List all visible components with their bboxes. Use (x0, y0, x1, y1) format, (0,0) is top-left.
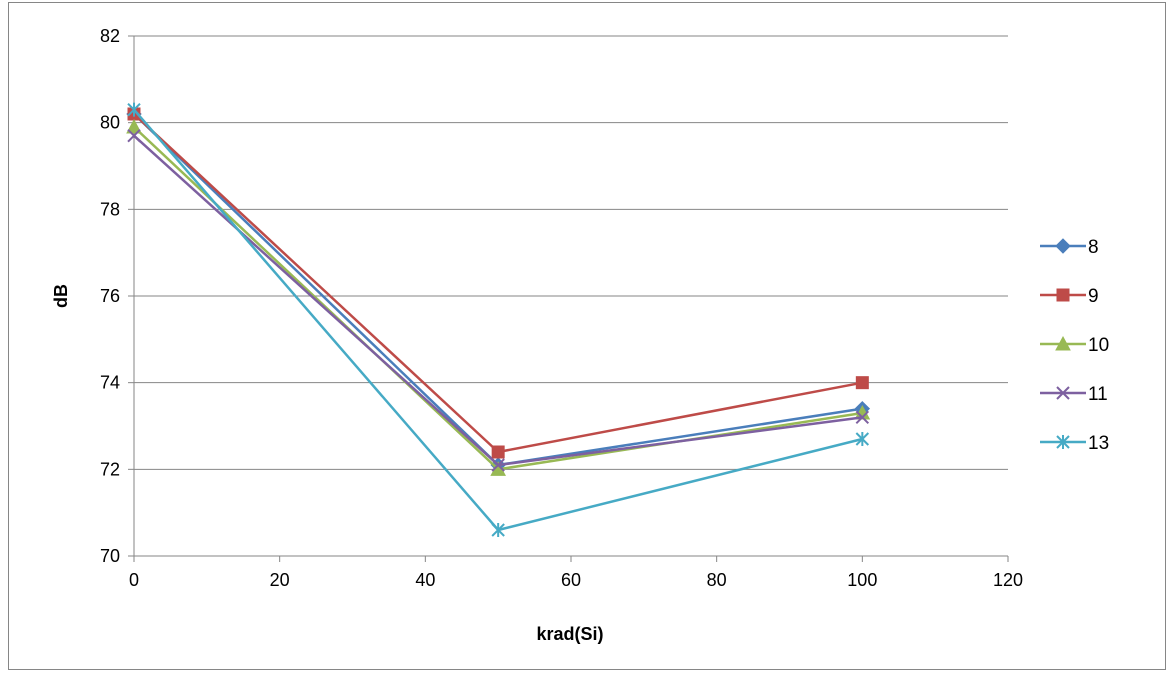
x-axis-title: krad(Si) (536, 624, 603, 644)
y-tick-label: 78 (100, 199, 120, 219)
x-tick-label: 0 (129, 570, 139, 590)
legend-entry-11: 11 (1040, 384, 1108, 405)
y-tick-label: 82 (100, 26, 120, 46)
marker-stroke (491, 458, 505, 472)
legend-marker (1056, 288, 1070, 302)
legend-label: 10 (1088, 335, 1109, 356)
x-tick-label: 120 (993, 570, 1023, 590)
y-tick-label: 76 (100, 286, 120, 306)
series-9 (127, 107, 869, 459)
legend-label: 11 (1088, 384, 1108, 405)
legend-entry-10: 10 (1040, 335, 1109, 356)
series-line-11 (133, 134, 863, 467)
chart-frame (8, 2, 1166, 670)
series-11 (127, 128, 870, 472)
legend-marker (1055, 335, 1071, 351)
legend-entry-8: 8 (1040, 237, 1099, 258)
series-10 (126, 118, 871, 476)
data-point-13 (491, 523, 505, 537)
data-point-10 (126, 118, 142, 134)
axes (128, 35, 1009, 562)
legend-label: 9 (1088, 286, 1099, 307)
data-point-9 (855, 376, 869, 390)
y-tick-label: 70 (100, 546, 120, 566)
x-tick-label: 80 (707, 570, 727, 590)
series-13 (127, 102, 870, 537)
x-tick-label: 100 (847, 570, 877, 590)
series-line-9 (133, 113, 863, 454)
y-axis-title: dB (51, 284, 71, 308)
x-tick-label: 20 (270, 570, 290, 590)
marker-stroke (1056, 386, 1070, 400)
tick-labels: 70 72 74 76 78 80 82 0 20 40 60 80 100 120 (100, 26, 1023, 590)
legend-entry-9: 9 (1040, 286, 1099, 307)
series-line-10 (133, 126, 863, 471)
marker-stroke (127, 128, 141, 143)
data-point-11 (855, 410, 870, 425)
series-8 (126, 106, 871, 473)
legend-marker (1056, 435, 1070, 449)
x-tick-label: 40 (415, 570, 435, 590)
marker-stroke (855, 410, 870, 425)
series-layer (126, 102, 871, 537)
legend: 8 9 10 11 13 (1040, 237, 1109, 454)
legend-marker (1055, 238, 1071, 254)
data-point-11 (491, 458, 505, 472)
legend-marker (1056, 386, 1070, 400)
legend-label: 13 (1088, 433, 1109, 454)
x-tick-label: 60 (561, 570, 581, 590)
data-point-9 (491, 445, 505, 459)
series-line-8 (133, 113, 863, 467)
data-point-13 (855, 432, 870, 446)
legend-label: 8 (1088, 237, 1099, 258)
data-point-11 (127, 128, 141, 143)
data-point-13 (127, 102, 141, 117)
y-tick-label: 72 (100, 459, 120, 479)
y-tick-label: 80 (100, 113, 120, 133)
y-tick-label: 74 (100, 373, 120, 393)
legend-entry-13: 13 (1040, 433, 1109, 454)
